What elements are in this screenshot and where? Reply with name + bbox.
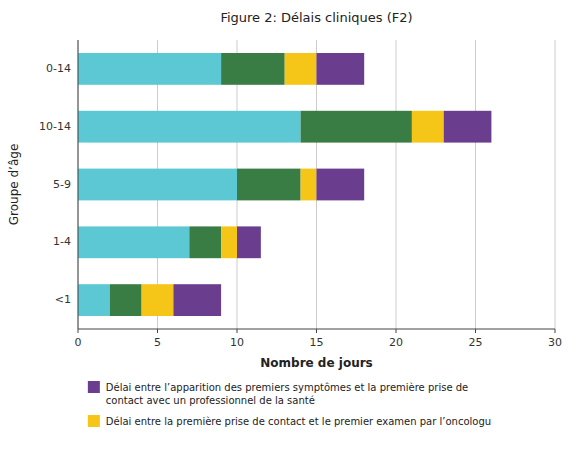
bar-segment (317, 53, 365, 85)
x-tick (237, 329, 238, 333)
x-tick (316, 329, 317, 333)
y-axis-line (78, 40, 79, 329)
grid (78, 40, 555, 329)
x-tick-label: 20 (389, 336, 403, 349)
bar-segment (142, 284, 174, 316)
bar-segment (301, 111, 412, 143)
legend: Délai entre l’apparition des premiers sy… (88, 381, 491, 427)
bars (78, 53, 491, 316)
x-tick-label: 10 (230, 336, 244, 349)
x-tick (475, 329, 476, 333)
x-tick (157, 329, 158, 333)
bar-segment (78, 226, 189, 258)
legend-label: Délai entre la première prise de contact… (106, 416, 491, 427)
grid-line (396, 40, 397, 329)
x-tick-label: 30 (548, 336, 562, 349)
x-tick-label: 5 (154, 336, 161, 349)
legend-swatch (88, 381, 100, 393)
bar-segment (301, 169, 317, 201)
x-tick-label: 15 (310, 336, 324, 349)
bar-segment (189, 226, 221, 258)
bar-segment (78, 169, 237, 201)
grid-line (555, 40, 556, 329)
x-tick (555, 329, 556, 333)
bar-segment (221, 226, 237, 258)
bar-segment (221, 53, 285, 85)
bar-segment (78, 111, 301, 143)
title: Figure 2: Délais cliniques (F2) (220, 10, 412, 25)
grid-line (78, 40, 79, 329)
x-tick (396, 329, 397, 333)
x-tick-label: 25 (469, 336, 483, 349)
bar-segment (444, 111, 492, 143)
y-tick-label: 10-14 (39, 120, 71, 133)
axes: 0 5 10 15 20 25 30 <1 1-4 5-9 10-14 0-14 (39, 40, 562, 349)
bar-segment (78, 53, 221, 85)
legend-label: Délai entre l’apparition des premiers sy… (106, 382, 468, 406)
x-tick-label: 0 (75, 336, 82, 349)
y-tick-label: 1-4 (53, 235, 71, 248)
bar-segment (412, 111, 444, 143)
x-tick (78, 329, 79, 333)
bar-segment (78, 284, 110, 316)
bar-segment (285, 53, 317, 85)
y-tick-label: 5-9 (53, 178, 71, 191)
bar-segment (110, 284, 142, 316)
bar-segment (173, 284, 221, 316)
y-tick-label: <1 (55, 293, 71, 306)
chart: Figure 2: Délais cliniques (F2) 0 5 10 15 20 2… (0, 0, 579, 459)
bar-segment (237, 169, 301, 201)
y-tick-label: 0-14 (46, 62, 71, 75)
y-axis-label: Groupe d’âge (7, 144, 21, 226)
bar-segment (317, 169, 365, 201)
x-axis-label: Nombre de jours (260, 356, 372, 370)
legend-swatch (88, 415, 100, 427)
bar-segment (237, 226, 261, 258)
grid-line (475, 40, 476, 329)
